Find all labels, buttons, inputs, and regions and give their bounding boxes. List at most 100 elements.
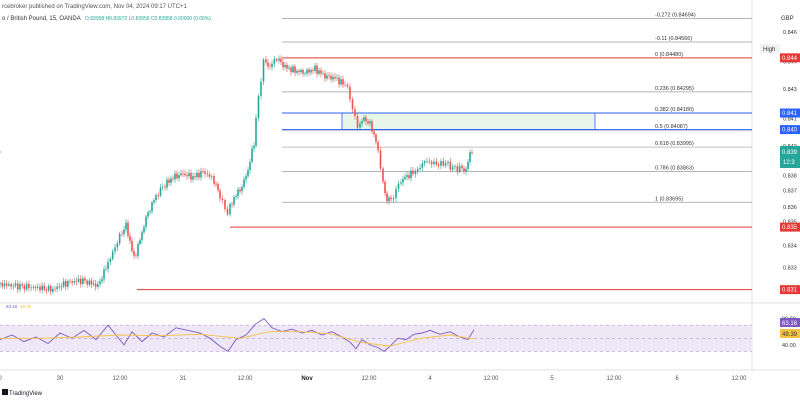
candle-body — [151, 202, 153, 212]
candle-body — [176, 173, 178, 179]
candle-body — [164, 186, 166, 188]
candle-body — [324, 73, 326, 79]
candle-body — [178, 175, 180, 179]
rsi-band — [0, 325, 752, 352]
candle-body — [402, 178, 404, 183]
candle-body — [365, 117, 367, 122]
candle-body — [88, 280, 91, 285]
candle-body — [369, 121, 371, 124]
ohlc-text: O.83958 H0.83972 L0.83956 C0.83958 0.000… — [85, 16, 211, 22]
candle-body — [437, 164, 440, 166]
candle-body — [56, 286, 58, 290]
rsi-line — [0, 318, 475, 353]
candle-body — [170, 178, 172, 183]
candle-body — [73, 281, 76, 283]
candle-body — [304, 73, 306, 75]
candle-body — [458, 165, 461, 172]
candle-body — [213, 176, 215, 184]
horizontal-levels[interactable] — [137, 57, 752, 291]
candle-body — [94, 283, 97, 287]
candle-body — [166, 179, 168, 188]
price-tick-label: 0.838 — [783, 174, 797, 180]
candle-body — [107, 261, 109, 269]
candle-body — [221, 198, 224, 201]
candle-body — [456, 166, 459, 172]
candle-body — [253, 145, 255, 149]
publisher-text: rcebroker published on TradingView.com, … — [2, 4, 187, 10]
candle-body — [392, 198, 395, 200]
candle-body — [67, 280, 69, 287]
candle-body — [312, 70, 314, 71]
candle-body — [384, 181, 386, 194]
candle-body — [103, 269, 105, 280]
candle-body — [419, 167, 421, 170]
level-tag-text: 0.835 — [782, 225, 798, 231]
level-tag-text: 0.840 — [782, 128, 798, 134]
candle-body — [320, 70, 322, 74]
candle-body — [86, 280, 88, 285]
candle-body — [257, 95, 260, 118]
fib-label: 0 (0.84480) — [655, 52, 683, 58]
candle-body — [141, 232, 143, 241]
rsi-tick-label: 40.00 — [782, 343, 796, 349]
candle-body — [467, 161, 469, 169]
candle-body — [226, 209, 229, 215]
level-tag — [780, 222, 800, 232]
candle-body — [129, 235, 131, 241]
rsi-value-tag — [780, 318, 800, 327]
candle-body — [12, 285, 15, 287]
candle-body — [379, 150, 382, 169]
candle-body — [43, 285, 46, 290]
current-price-value: 0.839 — [782, 150, 798, 156]
candle-body — [84, 278, 86, 281]
candle-body — [49, 285, 52, 292]
candle-body — [288, 67, 290, 69]
rsi-pane — [0, 318, 752, 353]
candle-body — [338, 77, 340, 85]
symbol-text[interactable]: o / British Pound, 15, OANDA — [2, 16, 81, 22]
price-tick-label: 0.841 — [783, 117, 797, 123]
candle-body — [435, 161, 438, 165]
candle-body — [198, 172, 200, 178]
candle-body — [157, 194, 160, 196]
fib-label: -0.272 (0.84694) — [655, 12, 696, 18]
candle-body — [97, 284, 99, 287]
candle-body — [430, 161, 433, 165]
candle-body — [273, 59, 276, 64]
fib-zone — [341, 112, 596, 130]
candle-body — [153, 200, 155, 203]
candle-body — [367, 121, 369, 124]
rsi-legend-value-1: 63.16 — [6, 304, 18, 309]
candle-body — [229, 203, 231, 215]
candle-body — [5, 283, 8, 286]
candle-body — [340, 79, 342, 85]
tradingview-logo — [2, 389, 8, 395]
candle-body — [116, 243, 119, 248]
candle-body — [194, 176, 196, 178]
candle-body — [77, 278, 80, 282]
candle-body — [267, 62, 269, 67]
candle-body — [316, 65, 318, 74]
candle-body — [123, 229, 125, 234]
candle-body — [23, 285, 26, 290]
candle-body — [118, 233, 121, 244]
candle-body — [351, 99, 354, 110]
level-tag-text: 0.841 — [782, 111, 798, 117]
candle-body — [8, 284, 10, 286]
currency-label[interactable]: GBP — [781, 16, 794, 22]
candle-body — [318, 70, 320, 74]
footer-brand: TradingView — [9, 391, 43, 397]
candle-body — [99, 281, 101, 285]
candle-body — [105, 268, 107, 270]
candle-body — [406, 175, 408, 177]
candle-body — [292, 66, 294, 73]
level-tag — [780, 285, 800, 295]
candle-body — [300, 69, 302, 73]
candle-body — [262, 59, 265, 82]
candle-body — [465, 168, 467, 172]
candle-body — [251, 148, 253, 163]
rsi-legend-value-2: 49.39 — [20, 304, 32, 309]
candle-body — [52, 288, 54, 292]
candle-body — [330, 75, 332, 80]
candle-body — [416, 169, 419, 172]
